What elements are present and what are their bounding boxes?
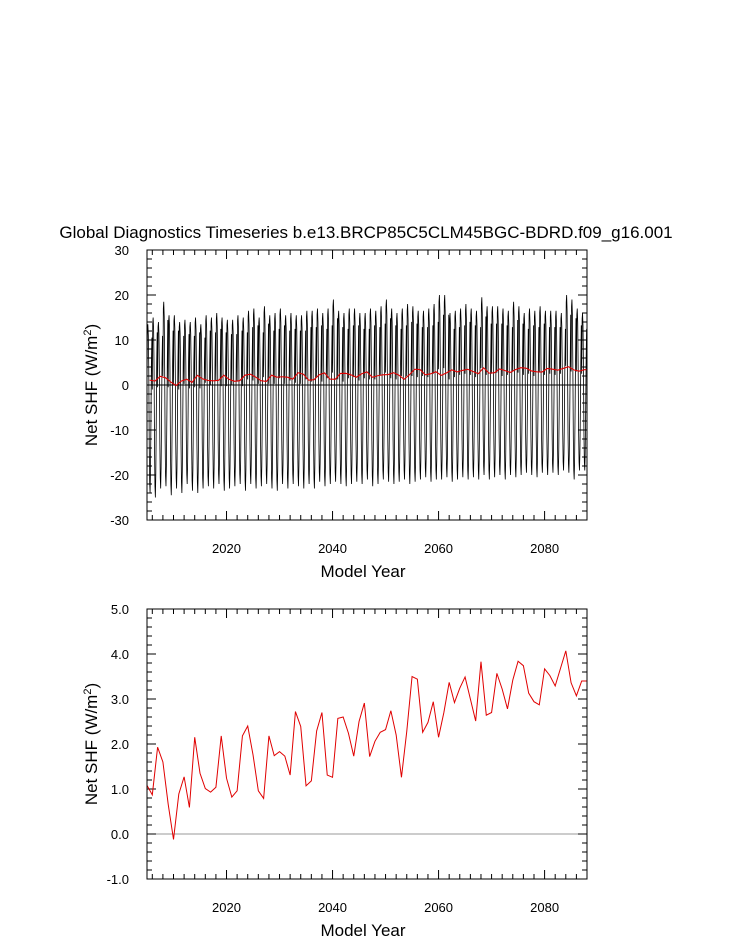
y-tick-label: 5.0: [111, 602, 129, 617]
x-tick-label: 2080: [530, 900, 559, 915]
y-tick-label: -10: [110, 423, 129, 438]
x-tick-label: 2060: [424, 900, 453, 915]
y-tick-label: -20: [110, 468, 129, 483]
y-tick-label: 10: [115, 333, 129, 348]
x-tick-label: 2060: [424, 541, 453, 556]
y-tick-label: 0.0: [111, 827, 129, 842]
y-tick-label: -30: [110, 513, 129, 528]
y-tick-label: 30: [115, 243, 129, 258]
series-line-monthly: [147, 294, 587, 498]
bottom-panel: -1.0 0.0 1.0 2.0 3.0 4.0 5.0 2020 2040 2060 2080 Mo…: [82, 602, 588, 940]
y-tick-label: -1.0: [107, 872, 129, 887]
y-tick-label: 0: [122, 378, 129, 393]
x-axis-label: Model Year: [320, 562, 405, 581]
x-tick-label: 2040: [318, 541, 347, 556]
y-tick-label: 1.0: [111, 782, 129, 797]
x-tick-label: 2040: [318, 900, 347, 915]
y-tick-label: 3.0: [111, 692, 129, 707]
series-line-annual: [147, 650, 587, 840]
plot-frame: [146, 249, 588, 521]
y-tick-label: 4.0: [111, 647, 129, 662]
x-axis-label: Model Year: [320, 921, 405, 940]
x-tick-label: 2020: [212, 541, 241, 556]
series-line-annual: [149, 366, 587, 387]
y-tick-label: 20: [115, 288, 129, 303]
y-axis-label: Net SHF (W/m2): [82, 683, 101, 805]
top-panel: -30 -20 -10 0 10 20 30 2020 2040 2060 2080 Model Ye…: [82, 243, 588, 581]
plot-frame: [146, 608, 588, 880]
y-tick-label: 2.0: [111, 737, 129, 752]
chart-title: Global Diagnostics Timeseries b.e13.BRCP…: [59, 223, 672, 242]
x-tick-label: 2020: [212, 900, 241, 915]
x-tick-label: 2080: [530, 541, 559, 556]
y-axis-label: Net SHF (W/m2): [82, 324, 101, 446]
